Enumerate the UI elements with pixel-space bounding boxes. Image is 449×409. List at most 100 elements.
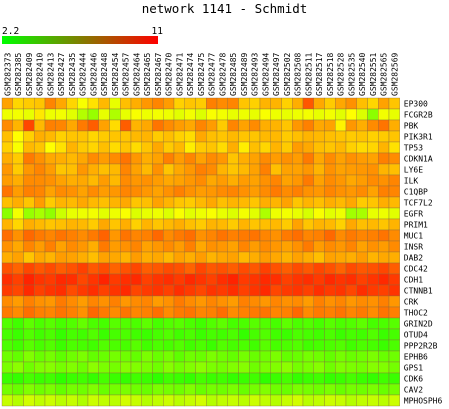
heatmap-cell [87, 328, 99, 341]
heatmap-cell [44, 295, 56, 308]
heatmap-cell [163, 350, 175, 363]
heatmap-cell [388, 174, 400, 187]
heatmap-cell [195, 394, 207, 407]
heatmap-cell [184, 383, 196, 396]
heatmap-cell [77, 295, 89, 308]
heatmap-cell [249, 141, 261, 154]
heatmap-cell [12, 218, 24, 231]
heatmap-cell [259, 295, 271, 308]
heatmap-cell [77, 130, 89, 143]
row-label: GRIN2D [404, 320, 433, 329]
heatmap-cell [55, 97, 67, 110]
heatmap-cell [130, 218, 142, 231]
heatmap-cell [109, 273, 121, 286]
heatmap-cell [313, 240, 325, 253]
heatmap-cell [249, 306, 261, 319]
heatmap-cell [227, 108, 239, 121]
heatmap-cell [195, 262, 207, 275]
heatmap-cell [216, 229, 228, 242]
heatmap-cell [109, 306, 121, 319]
heatmap-cell [259, 284, 271, 297]
heatmap-cell [66, 240, 78, 253]
heatmap-cell [77, 317, 89, 330]
heatmap-cell [238, 372, 250, 385]
heatmap-cell [23, 328, 35, 341]
heatmap-cell [173, 185, 185, 198]
heatmap-cell [206, 295, 218, 308]
heatmap-cell [216, 218, 228, 231]
heatmap-cell [270, 163, 282, 176]
heatmap-cell [356, 295, 368, 308]
heatmap-cell [324, 339, 336, 352]
heatmap-cell [141, 207, 153, 220]
heatmap-cell [206, 130, 218, 143]
heatmap-cell [388, 372, 400, 385]
heatmap-cell [313, 141, 325, 154]
row-label: THOC2 [404, 309, 428, 318]
heatmap-cell [1, 306, 13, 319]
heatmap-cell [34, 141, 46, 154]
heatmap-cell [77, 339, 89, 352]
heatmap-cell [292, 130, 304, 143]
heatmap-cell [98, 130, 110, 143]
row-label: CDK6 [404, 375, 423, 384]
heatmap-cell [227, 350, 239, 363]
heatmap-cell [345, 108, 357, 121]
column-label: GSM282497 [272, 52, 281, 96]
heatmap-cell [302, 328, 314, 341]
heatmap-cell [335, 240, 347, 253]
heatmap-cell [238, 152, 250, 165]
heatmap-cell [249, 383, 261, 396]
heatmap-cell [206, 207, 218, 220]
heatmap-cell [141, 372, 153, 385]
heatmap-cell [367, 119, 379, 132]
heatmap-cell [173, 383, 185, 396]
heatmap-cell [34, 339, 46, 352]
heatmap-cell [44, 108, 56, 121]
heatmap-cell [66, 108, 78, 121]
heatmap-cell [270, 207, 282, 220]
heatmap-cell [378, 295, 390, 308]
heatmap-cell [141, 262, 153, 275]
heatmap-cell [87, 383, 99, 396]
heatmap-cell [367, 185, 379, 198]
heatmap-cell [173, 174, 185, 187]
heatmap-cell [1, 108, 13, 121]
heatmap-cell [98, 141, 110, 154]
heatmap-cell [302, 185, 314, 198]
heatmap-cell [281, 339, 293, 352]
heatmap-cell [163, 196, 175, 209]
heatmap-cell [1, 273, 13, 286]
heatmap-cell [173, 108, 185, 121]
heatmap-cell [163, 361, 175, 374]
heatmap-cell [66, 273, 78, 286]
heatmap-cell [378, 350, 390, 363]
heatmap-cell [141, 240, 153, 253]
heatmap-cell [130, 350, 142, 363]
heatmap-cell [173, 251, 185, 264]
heatmap-cell [163, 372, 175, 385]
heatmap-cell [87, 174, 99, 187]
heatmap-cell [34, 317, 46, 330]
heatmap-cell [367, 273, 379, 286]
heatmap-cell [345, 185, 357, 198]
heatmap-cell [335, 185, 347, 198]
heatmap-cell [173, 141, 185, 154]
heatmap-cell [1, 229, 13, 242]
heatmap-cell [98, 174, 110, 187]
heatmap-cell [141, 229, 153, 242]
heatmap-cell [55, 262, 67, 275]
heatmap-cell [152, 174, 164, 187]
heatmap-cell [87, 339, 99, 352]
heatmap-cell [87, 251, 99, 264]
heatmap-cell [238, 119, 250, 132]
heatmap-cell [152, 339, 164, 352]
heatmap-cell [44, 262, 56, 275]
heatmap-cell [345, 119, 357, 132]
heatmap-cell [249, 97, 261, 110]
heatmap-cell [87, 262, 99, 275]
heatmap-cell [44, 218, 56, 231]
heatmap-cell [152, 284, 164, 297]
heatmap-cell [313, 119, 325, 132]
heatmap-cell [292, 119, 304, 132]
